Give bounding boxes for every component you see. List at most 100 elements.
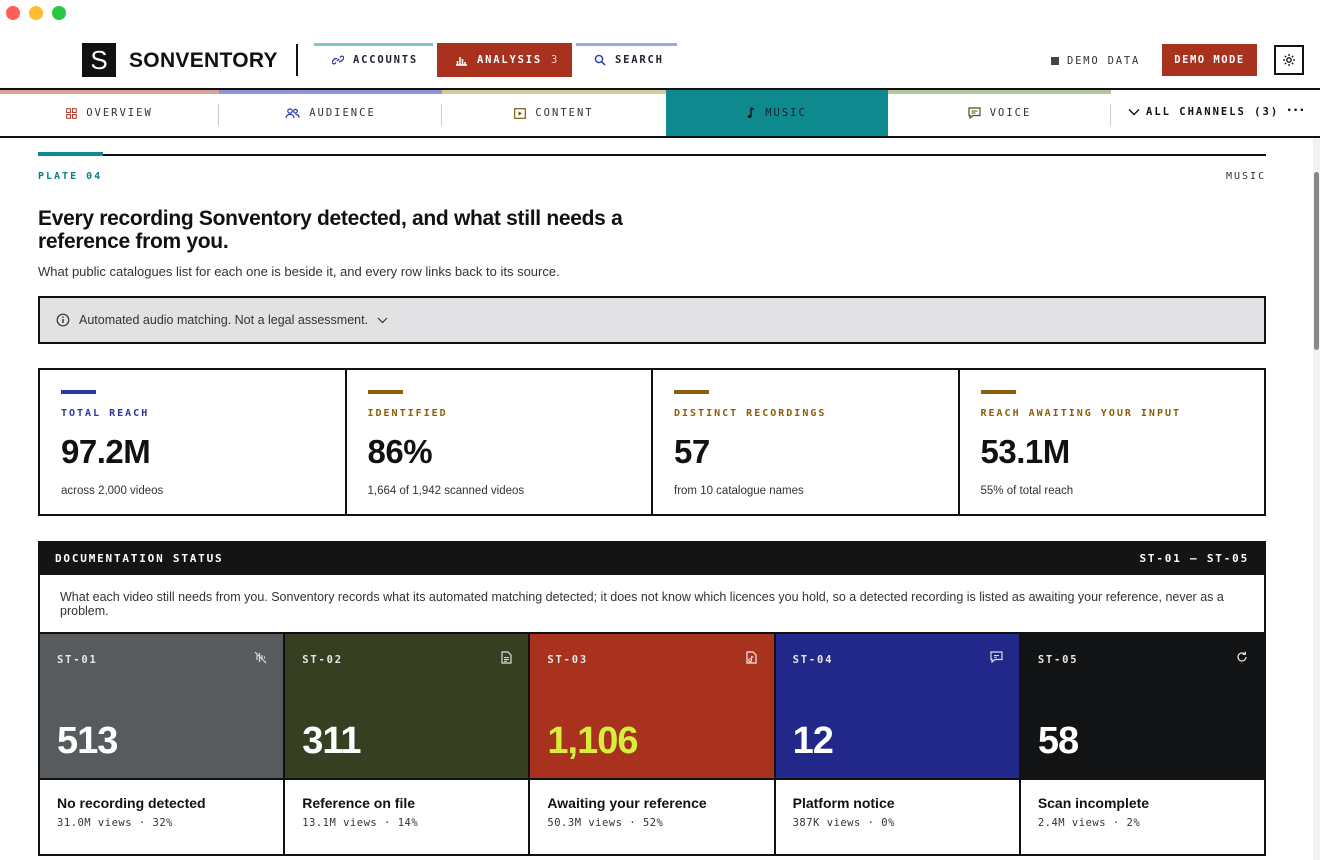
stat-subtext: 55% of total reach [980,485,1074,497]
stat-subtext: from 10 catalogue names [674,485,804,497]
tab-accounts[interactable]: ACCOUNTS [314,43,433,77]
brand-name[interactable]: SONVENTORY [129,49,278,72]
status-meta: 2.4M views · 2% [1037,817,1141,829]
status-code: ST-05 [1037,654,1079,666]
tab-voice-label: VOICE [989,107,1032,119]
demo-data-label: DEMO DATA [1067,55,1141,67]
tab-search-label: SEARCH [615,54,664,66]
minimize-window-button[interactable] [29,6,43,20]
settings-button[interactable] [1274,45,1304,75]
stat-value: 53.1M [980,433,1071,470]
page-scrollbar-thumb[interactable] [1314,172,1319,350]
gear-icon [1283,54,1295,66]
tab-search[interactable]: SEARCH [576,43,677,77]
status-count: 311 [302,720,361,762]
stat-label: DISTINCT RECORDINGS [674,408,827,419]
status-title: Reference on file [302,795,416,811]
music-note-icon [747,107,755,118]
info-icon [56,313,70,327]
brand-divider [296,44,298,76]
plate-section-label: MUSIC [1226,171,1267,182]
analysis-count-badge: 3 [550,54,560,66]
stat-label: REACH AWAITING YOUR INPUT [980,408,1182,419]
stat-subtext: across 2,000 videos [61,485,164,497]
documentation-status-description: What each video still needs from you. So… [38,575,1266,632]
grid-icon [66,107,78,119]
stat-distinct-recordings: DISTINCT RECORDINGS 57 from 10 catalogue… [653,370,960,514]
status-code: ST-01 [57,654,98,666]
disclaimer-notice[interactable]: Automated audio matching. Not a legal as… [38,296,1266,344]
status-code: ST-03 [547,654,589,666]
page-title: Every recording Sonventory detected, and… [38,207,623,253]
page-scrollbar-track [1313,138,1320,860]
music-file-icon [746,651,757,664]
tab-music-label: MUSIC [765,107,807,119]
status-meta: 387K views · 0% [792,817,895,829]
tab-content-label: CONTENT [535,107,594,119]
logo-letter: S [90,44,108,75]
status-title: Awaiting your reference [547,795,707,811]
stat-value: 57 [674,433,710,470]
stat-accent [674,390,709,394]
page-subtitle: What public catalogues list for each one… [38,264,560,279]
status-card-st02[interactable]: ST-02 311 Reference on file 13.1M views … [285,634,531,854]
status-count: 58 [1037,720,1079,762]
tab-content[interactable]: CONTENT [442,90,666,136]
tab-audience[interactable]: AUDIENCE [219,90,442,136]
status-title: Platform notice [792,795,895,811]
link-icon [332,55,344,65]
plate-label: PLATE 04 [38,171,103,182]
status-meta: 13.1M views · 14% [302,817,419,829]
chat-icon [968,107,981,119]
close-window-button[interactable] [6,6,20,20]
tab-voice[interactable]: VOICE [888,90,1111,136]
demo-mode-button[interactable]: DEMO MODE [1162,44,1257,76]
status-card-st05[interactable]: ST-05 58 Scan incomplete 2.4M views · 2% [1020,634,1265,854]
status-code: ST-02 [302,654,343,666]
no-audio-icon [254,651,267,664]
status-card-st04[interactable]: ST-04 12 Platform notice 387K views · 0% [775,634,1021,854]
tab-analysis-label: ANALYSIS [477,54,542,66]
play-icon [514,107,527,119]
status-meta: 50.3M views · 52% [547,817,664,829]
window-titlebar [0,0,1320,26]
tab-music[interactable]: MUSIC [666,90,888,136]
status-title: Scan incomplete [1037,795,1150,811]
channels-dropdown[interactable]: ALL CHANNELS (3) [1128,106,1279,118]
tab-audience-label: AUDIENCE [309,107,376,119]
top-navigation: S SONVENTORY ACCOUNTS ANALYSIS 3 SEARCH … [0,26,1320,90]
status-title: No recording detected [57,795,206,811]
demo-data-square-icon [1051,57,1059,65]
channels-label: ALL CHANNELS (3) [1146,106,1280,118]
stat-reach-awaiting: REACH AWAITING YOUR INPUT 53.1M 55% of t… [960,370,1265,514]
bar-chart-icon [456,56,467,66]
chevron-down-icon [1128,109,1140,116]
search-icon [594,54,606,66]
status-count: 12 [792,720,834,762]
brand-logo[interactable]: S [82,43,116,77]
maximize-window-button[interactable] [52,6,66,20]
status-card-st03[interactable]: ST-03 1,106 Awaiting your reference 50.3… [530,634,776,854]
section-navigation: OVERVIEW AUDIENCE CONTENT MUSIC VOICE AL… [0,90,1320,138]
status-meta: 31.0M views · 32% [57,817,173,829]
tab-overview[interactable]: OVERVIEW [0,90,219,136]
stat-label: IDENTIFIED [367,408,448,419]
stat-label: TOTAL REACH [61,408,150,419]
stat-accent [367,390,403,394]
users-icon [285,107,300,118]
documentation-status-title: DOCUMENTATION STATUS [55,551,224,565]
tab-analysis[interactable]: ANALYSIS 3 [437,43,572,77]
chevron-down-icon [377,317,388,323]
status-code: ST-04 [792,654,834,666]
summary-stats: TOTAL REACH 97.2M across 2,000 videos ID… [38,368,1266,516]
document-icon [501,651,513,664]
message-icon [990,651,1003,663]
plate-rule [38,154,1266,156]
stat-identified: IDENTIFIED 86% 1,664 of 1,942 scanned vi… [347,370,653,514]
stat-accent [980,390,1016,394]
tab-accounts-label: ACCOUNTS [353,54,418,66]
more-options-button[interactable]: ··· [1287,102,1306,119]
status-card-st01[interactable]: ST-01 513 No recording detected 31.0M vi… [40,634,286,854]
refresh-icon [1237,651,1247,662]
status-cards: ST-01 513 No recording detected 31.0M vi… [38,632,1266,856]
